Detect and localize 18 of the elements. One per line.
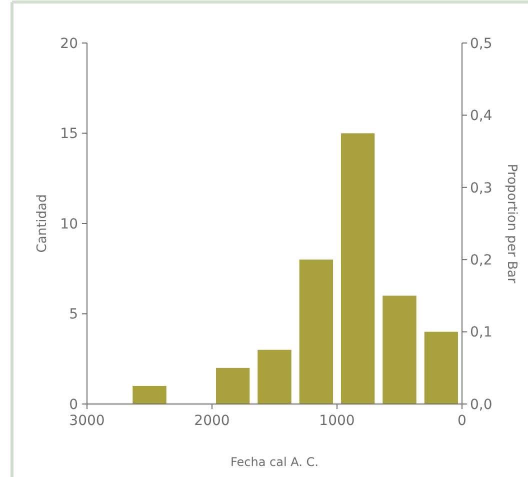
y-tick-label: 10 [60,216,78,232]
y2-tick-label: 0,3 [470,180,492,196]
y2-axis-title: Proportion per Bar [504,164,519,284]
y-axis-title: Cantidad [35,194,50,253]
y-tick-label: 0 [69,396,78,413]
x-axis-title: Fecha cal A. C. [230,455,318,469]
y2-tick-label: 0,4 [470,108,492,124]
y-tick-label: 15 [60,126,78,142]
y2-tick-label: 0,0 [470,396,492,413]
x-tick-label: 3000 [69,413,105,429]
y-tick-label: 20 [60,36,78,52]
y2-tick-label: 0,1 [470,324,492,341]
x-tick-label: 1000 [319,413,355,429]
y2-tick-label: 0,2 [470,252,492,268]
y-tick-label: 5 [69,306,78,323]
y2-tick-label: 0,5 [470,36,492,52]
x-tick-label: 0 [458,413,466,429]
x-tick-label: 2000 [194,413,230,429]
